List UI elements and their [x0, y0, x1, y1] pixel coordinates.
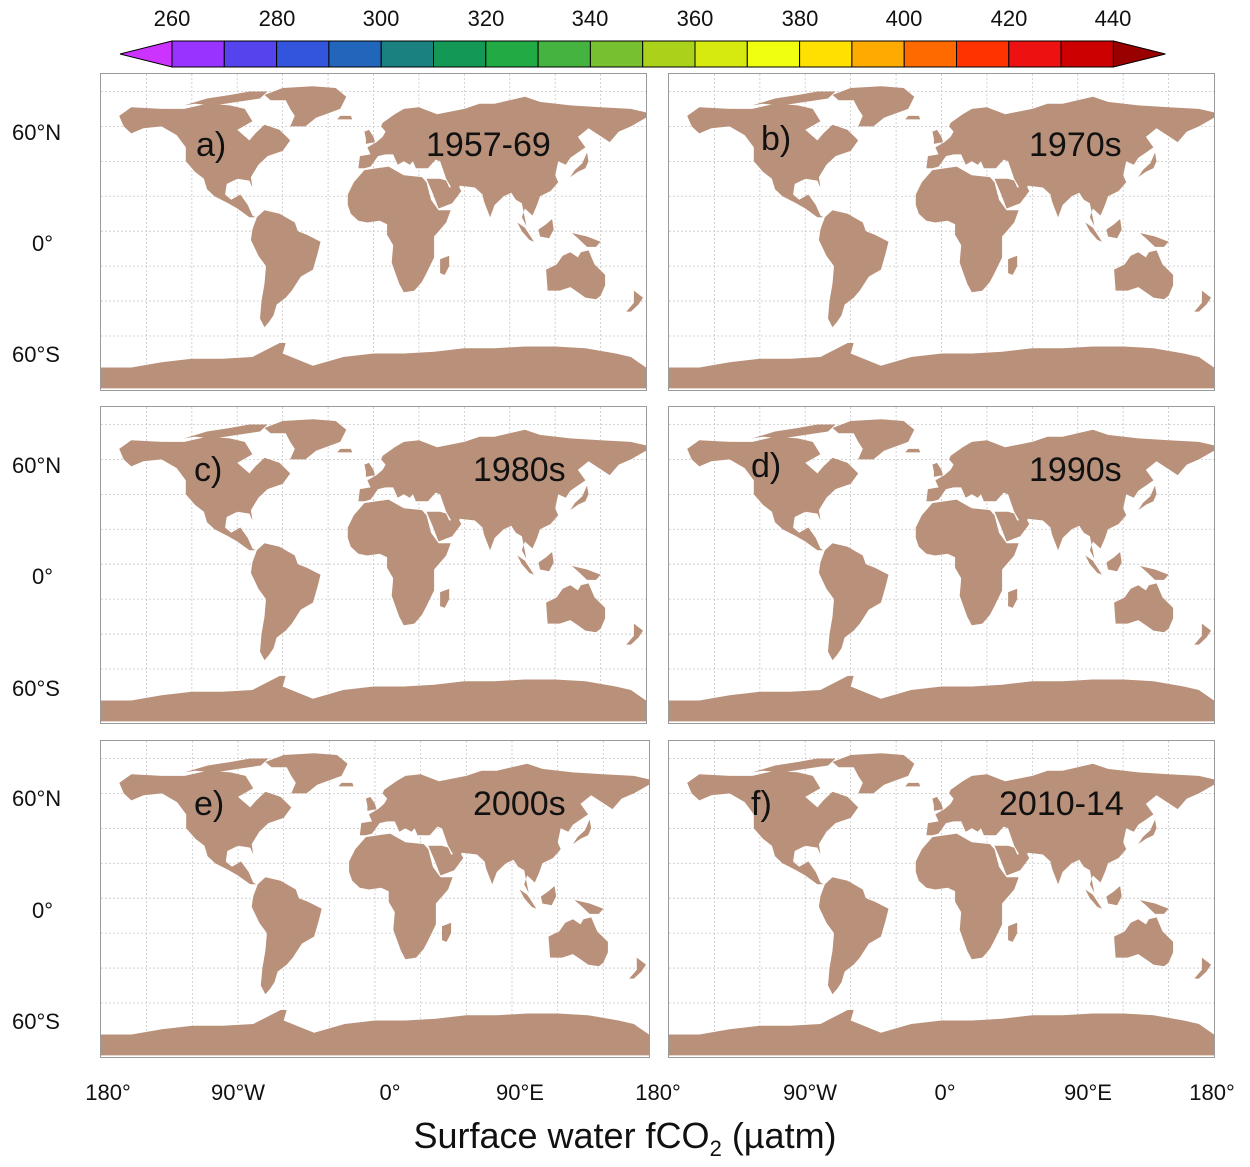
map-panel-e: e) 2000s — [100, 740, 650, 1058]
colorbar-bin — [903, 40, 958, 68]
panel-letter: a) — [196, 126, 227, 164]
landmass — [101, 86, 646, 389]
lon-label-90e: 90°E — [1064, 1080, 1112, 1105]
colorbar-bin — [328, 40, 382, 68]
colorbar-bin — [694, 40, 748, 68]
colorbar-tick: 400 — [885, 6, 923, 31]
lon-label-180: 180° — [1189, 1080, 1235, 1105]
colorbar-bin — [485, 40, 539, 68]
landmass — [101, 753, 649, 1056]
colorbar-bin — [851, 40, 905, 68]
panel-period: 1990s — [1029, 451, 1122, 489]
lat-label-0: 0° — [32, 564, 54, 589]
landmass — [669, 419, 1214, 722]
colorbar-bin — [799, 40, 853, 68]
lat-label-60s: 60°S — [12, 342, 60, 367]
map-panel-d: d) 1990s — [668, 406, 1215, 724]
panel-period: 2000s — [473, 785, 566, 823]
landmass — [669, 753, 1214, 1056]
lat-label-60n: 60°N — [12, 786, 62, 811]
colorbar-arrow-low — [119, 40, 173, 68]
lon-label-90w: 90°W — [782, 1080, 838, 1105]
x-axis-title: Surface water fCO2 (µatm) — [0, 1115, 1250, 1162]
panel-period: 1957-69 — [426, 126, 551, 164]
map-panel-b: b) 1970s — [668, 73, 1215, 391]
map-panel-a: a) 1957-69 — [100, 73, 647, 391]
colorbar-bin — [642, 40, 696, 68]
colorbar-bin — [956, 40, 1010, 68]
colorbar-bin — [1060, 40, 1114, 68]
lat-label-0: 0° — [32, 231, 54, 256]
colorbar-tick: 440 — [1094, 6, 1132, 31]
lon-label-180: 180° — [85, 1080, 131, 1105]
colorbar-bin — [380, 40, 435, 68]
x-axis-title-text: Surface water fCO — [413, 1115, 710, 1156]
colorbar-tick: 380 — [781, 6, 819, 31]
panel-letter: f) — [751, 785, 772, 823]
colorbar-bin — [589, 40, 644, 68]
world-map-b — [669, 74, 1214, 390]
colorbar-tick: 360 — [676, 6, 714, 31]
lat-label-60s: 60°S — [12, 1009, 60, 1034]
lon-label-90e: 90°E — [496, 1080, 544, 1105]
lat-label-60n: 60°N — [12, 120, 62, 145]
lon-label-0: 0° — [379, 1080, 401, 1105]
panel-letter: e) — [194, 785, 225, 823]
lon-label-90w: 90°W — [210, 1080, 266, 1105]
world-map-d — [669, 407, 1214, 723]
panel-letter: c) — [194, 451, 223, 489]
lon-label-0: 0° — [934, 1080, 956, 1105]
colorbar-tick: 260 — [153, 6, 191, 31]
landmass — [669, 86, 1214, 389]
colorbar-bin — [1008, 40, 1062, 68]
colorbar-bin — [433, 40, 487, 68]
lat-label-60s: 60°S — [12, 676, 60, 701]
colorbar-tick: 280 — [258, 6, 296, 31]
colorbar-bin — [223, 40, 278, 68]
colorbar-bin — [746, 40, 801, 68]
world-map-a — [101, 74, 646, 390]
map-panel-c: c) 1980s — [100, 406, 647, 724]
panel-letter: b) — [761, 120, 792, 158]
panel-letter: d) — [751, 447, 782, 485]
world-map-f — [669, 741, 1214, 1057]
colorbar-scale — [119, 40, 1166, 68]
colorbar-tick: 300 — [362, 6, 400, 31]
colorbar-bin — [537, 40, 591, 68]
landmass — [101, 419, 646, 722]
panel-period: 2010-14 — [999, 785, 1124, 823]
colorbar: 260 280 300 320 340 360 380 400 420 440 — [0, 0, 1250, 75]
lon-label-180: 180° — [635, 1080, 681, 1105]
x-axis-title-subscript: 2 — [709, 1136, 722, 1162]
world-map-c — [101, 407, 646, 723]
panel-period: 1980s — [473, 451, 566, 489]
panel-period: 1970s — [1029, 126, 1122, 164]
colorbar-tick: 320 — [467, 6, 505, 31]
colorbar-tick: 420 — [990, 6, 1028, 31]
colorbar-bin — [171, 40, 225, 68]
map-panel-f: f) 2010-14 — [668, 740, 1215, 1058]
world-map-e — [101, 741, 649, 1057]
lat-label-0: 0° — [32, 898, 54, 923]
colorbar-bin — [276, 40, 330, 68]
x-axis-title-unit: (µatm) — [721, 1115, 837, 1156]
colorbar-arrow-high — [1112, 40, 1166, 68]
colorbar-tick: 340 — [571, 6, 609, 31]
lat-label-60n: 60°N — [12, 453, 62, 478]
